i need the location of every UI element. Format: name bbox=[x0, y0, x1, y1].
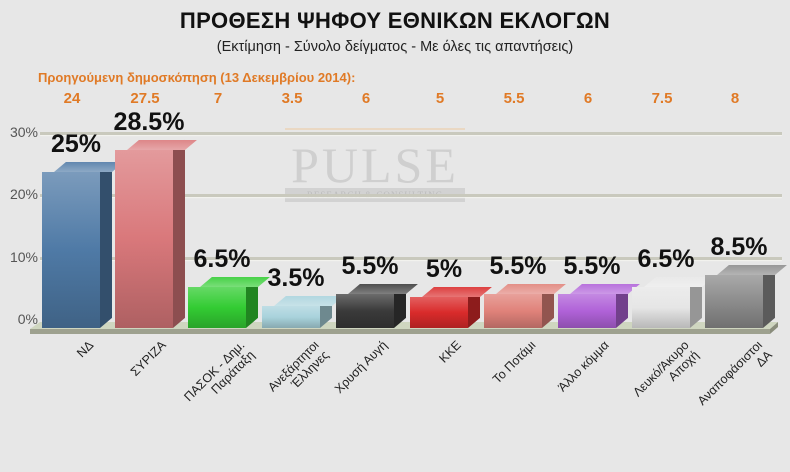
x-axis-label: ΣΥΡΙΖΑ bbox=[127, 338, 169, 379]
previous-poll-value: 27.5 bbox=[130, 90, 160, 107]
watermark-main: PULSE bbox=[291, 137, 459, 193]
previous-poll-value: 3.5 bbox=[281, 90, 303, 107]
bar-top bbox=[54, 161, 124, 172]
value-label: 25% bbox=[50, 129, 102, 158]
bar-front bbox=[188, 287, 246, 328]
previous-poll-value: 7 bbox=[213, 90, 223, 107]
x-axis-label: Ανεξάρτητοι Έλληνες bbox=[265, 338, 332, 395]
value-label: 3.5% bbox=[267, 264, 325, 293]
bar-top bbox=[274, 296, 344, 307]
bar bbox=[115, 139, 197, 328]
previous-poll-label: Προηγούμενη δημοσκόπηση (13 Δεκεμβρίου 2… bbox=[38, 70, 356, 85]
x-axis-label: Αναποφάσιστοι ΔΑ bbox=[694, 338, 775, 409]
x-axis-label: ΠΑΣΟΚ - Δημ. Παράταξη bbox=[181, 338, 258, 405]
value-label: 5.5% bbox=[563, 251, 621, 280]
value-label: 28.5% bbox=[113, 107, 185, 136]
bar-top bbox=[348, 283, 418, 294]
bar-top bbox=[422, 286, 492, 297]
bar-top bbox=[717, 264, 787, 275]
bar-top bbox=[127, 139, 197, 150]
bar-front bbox=[484, 293, 542, 328]
value-label: 6.5% bbox=[193, 245, 251, 274]
bar bbox=[484, 283, 566, 328]
bar-front bbox=[336, 293, 394, 328]
bar-top bbox=[570, 283, 640, 294]
previous-poll-value: 6 bbox=[583, 90, 593, 107]
bar bbox=[632, 277, 714, 328]
y-tick-label: 30% bbox=[9, 123, 38, 140]
previous-poll-value: 5.5 bbox=[503, 90, 525, 107]
bar bbox=[558, 283, 640, 328]
gridline bbox=[40, 131, 782, 135]
bar-front bbox=[705, 274, 763, 328]
value-label: 5% bbox=[425, 254, 463, 283]
x-axis-label: Το Ποτάμι bbox=[489, 338, 538, 387]
bar-front bbox=[410, 296, 468, 328]
bar-front bbox=[115, 149, 173, 328]
bar bbox=[336, 283, 418, 328]
previous-poll-value: 24 bbox=[63, 90, 81, 107]
value-label: 5.5% bbox=[489, 251, 547, 280]
y-tick-label: 0% bbox=[17, 311, 38, 327]
chart-title: ΠΡΟΘΕΣΗ ΨΗΦΟΥ ΕΘΝΙΚΩΝ ΕΚΛΟΓΩΝ bbox=[179, 8, 611, 33]
x-axis-label: ΚΚΕ bbox=[436, 338, 464, 366]
value-label: 8.5% bbox=[710, 232, 768, 261]
bar-front bbox=[262, 306, 320, 328]
value-label: 5.5% bbox=[341, 251, 399, 280]
previous-poll-value: 8 bbox=[730, 90, 740, 107]
bar bbox=[262, 296, 344, 328]
bar-front bbox=[42, 171, 100, 328]
bar bbox=[188, 277, 270, 328]
previous-poll-value: 7.5 bbox=[651, 90, 673, 107]
bar-side bbox=[100, 161, 112, 328]
x-axis-label: Χρυσή Αυγή bbox=[331, 338, 390, 397]
bar bbox=[410, 286, 492, 328]
previous-poll-value: 5 bbox=[435, 90, 445, 107]
gridline bbox=[40, 194, 782, 197]
pulse-wave-line bbox=[285, 128, 465, 130]
x-axis-label: ΝΔ bbox=[73, 338, 96, 361]
bar-side bbox=[173, 139, 185, 328]
x-axis-label: Άλλο κόμμα bbox=[555, 338, 612, 395]
bar-front bbox=[558, 293, 616, 328]
bar-front bbox=[632, 287, 690, 328]
y-tick-label: 20% bbox=[9, 186, 38, 202]
x-axis-label: Λευκό/Άκυρο Αποχή bbox=[630, 338, 702, 400]
bar bbox=[705, 264, 787, 328]
bar-top bbox=[644, 277, 714, 288]
previous-poll-value: 6 bbox=[361, 90, 371, 107]
y-tick-label: 10% bbox=[9, 248, 38, 265]
value-label: 6.5% bbox=[637, 245, 695, 274]
chart-subtitle: (Εκτίμηση - Σύνολο δείγματος - Με όλες τ… bbox=[216, 39, 574, 55]
bar bbox=[42, 161, 124, 328]
bar-top bbox=[496, 283, 566, 294]
gridline bbox=[40, 256, 782, 260]
